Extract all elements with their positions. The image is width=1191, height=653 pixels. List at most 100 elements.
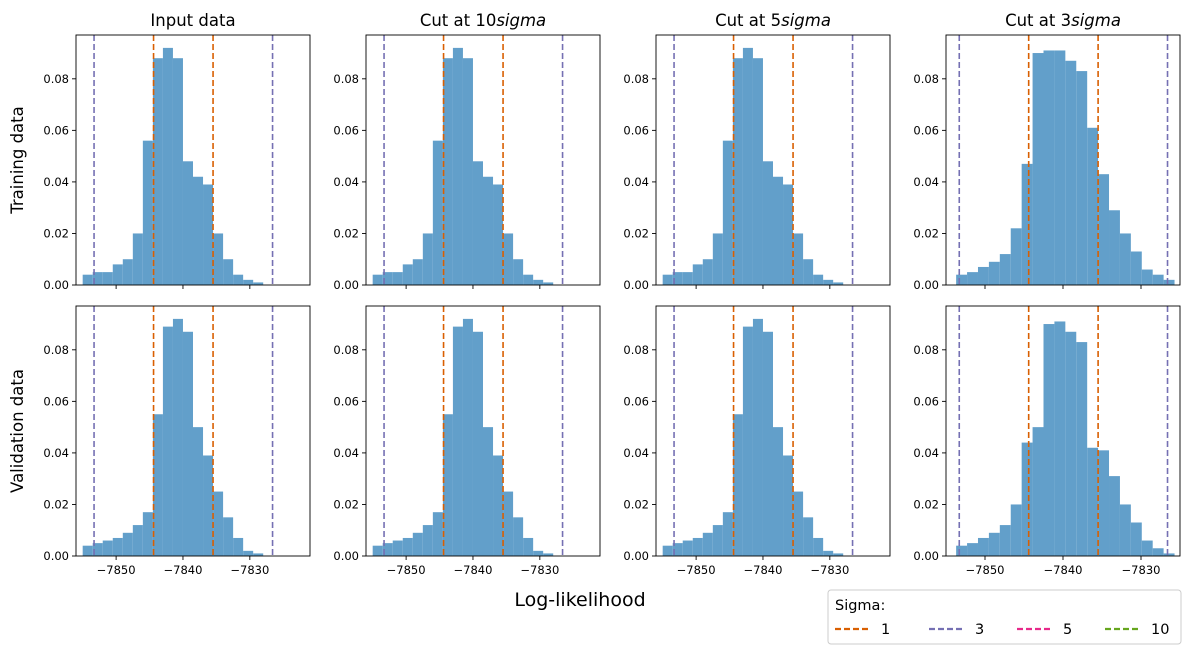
histogram-bar bbox=[956, 274, 968, 285]
histogram-bar bbox=[213, 233, 224, 285]
histogram-bar bbox=[1130, 522, 1142, 556]
histogram-bar bbox=[392, 272, 403, 285]
histogram-bar bbox=[1163, 553, 1175, 556]
histogram-bar bbox=[483, 176, 494, 285]
column-title-text: Cut at 5 bbox=[715, 11, 781, 30]
histogram-bar bbox=[372, 274, 383, 285]
histogram-bar bbox=[1087, 127, 1099, 285]
histogram-bar bbox=[722, 140, 733, 285]
column-title-4: Cut at 3sigma bbox=[1005, 11, 1121, 30]
plot-area bbox=[956, 35, 1175, 285]
plot-area bbox=[662, 306, 854, 556]
histogram-bar bbox=[132, 233, 143, 285]
histogram-bar bbox=[462, 318, 473, 556]
y-tick-label: 0.02 bbox=[43, 226, 69, 240]
legend-label-sigma-1: 1 bbox=[881, 622, 890, 638]
histogram-bar bbox=[533, 550, 544, 556]
legend-title: Sigma: bbox=[835, 598, 885, 614]
histogram-bar bbox=[92, 272, 103, 285]
plot-area bbox=[82, 306, 274, 556]
histogram-bar bbox=[967, 272, 978, 285]
histogram-bar bbox=[773, 427, 784, 556]
histogram-panel-2-1: 0.00 0.02 0.04 0.06 0.08 −7850 −7840 −7830 bbox=[43, 305, 311, 577]
histogram-bar bbox=[92, 543, 103, 556]
column-title-1: Input data bbox=[150, 11, 235, 30]
histogram-panel-1-4: 0.00 0.02 0.04 0.06 0.08 bbox=[913, 34, 1181, 292]
histogram-bar bbox=[762, 161, 773, 285]
x-tick-label: −7830 bbox=[520, 563, 559, 577]
y-tick-label: 0.02 bbox=[623, 226, 649, 240]
x-tick-label: −7850 bbox=[677, 563, 716, 577]
histogram-panel-1-1: 0.00 0.02 0.04 0.06 0.08 bbox=[43, 34, 311, 292]
histogram-bar bbox=[543, 553, 554, 556]
histogram-bar bbox=[823, 279, 834, 285]
histogram-bar bbox=[102, 272, 113, 285]
histogram-bar bbox=[1032, 53, 1044, 285]
histogram-bar bbox=[523, 537, 534, 556]
y-tick-label: 0.00 bbox=[913, 549, 939, 563]
histogram-bar bbox=[162, 326, 173, 556]
histogram-bar bbox=[956, 545, 968, 556]
y-tick-label: 0.08 bbox=[623, 72, 649, 86]
histogram-bar bbox=[203, 184, 214, 285]
plot-area bbox=[372, 35, 564, 285]
histogram-bar bbox=[402, 264, 413, 285]
x-tick-label: −7850 bbox=[387, 563, 426, 577]
histogram-bar bbox=[773, 176, 784, 285]
histogram-bar bbox=[783, 184, 794, 285]
histogram-bar bbox=[803, 517, 814, 556]
y-tick-label: 0.02 bbox=[623, 497, 649, 511]
y-tick-label: 0.02 bbox=[913, 497, 939, 511]
axes-frame bbox=[655, 305, 891, 557]
histogram-bar bbox=[1054, 321, 1066, 556]
histogram-bar bbox=[793, 233, 804, 285]
histogram-bar bbox=[233, 537, 244, 556]
histogram-bar bbox=[1087, 447, 1099, 556]
histogram-bar bbox=[1152, 274, 1164, 285]
histogram-bar bbox=[422, 233, 433, 285]
column-title-text: Cut at 10 bbox=[420, 11, 497, 30]
histogram-bar bbox=[82, 274, 93, 285]
histogram-bar bbox=[253, 553, 264, 556]
histogram-bar bbox=[662, 274, 673, 285]
histogram-bar bbox=[1021, 442, 1033, 556]
column-title-sigma: sigma bbox=[1071, 11, 1121, 30]
histogram-bar bbox=[1141, 540, 1153, 556]
y-tick-label: 0.02 bbox=[333, 226, 359, 240]
histogram-bar bbox=[692, 264, 703, 285]
legend-label-sigma-3: 3 bbox=[975, 622, 984, 638]
histogram-bar bbox=[523, 274, 534, 285]
x-axis-label: Log-likelihood bbox=[514, 589, 645, 611]
histogram-bar bbox=[752, 58, 763, 285]
y-tick-label: 0.08 bbox=[913, 72, 939, 86]
y-tick-label: 0.00 bbox=[623, 278, 649, 292]
histogram-bar bbox=[452, 47, 463, 285]
histogram-bar bbox=[213, 491, 224, 556]
histogram-bar bbox=[682, 540, 693, 556]
panels-group: 0.00 0.02 0.04 0.06 0.08 0.00 0.02 0.04 0.06 0.08… bbox=[43, 34, 1181, 577]
legend-entries: 1 3 5 10 bbox=[835, 622, 1169, 638]
histogram-bar bbox=[203, 455, 214, 556]
histogram-bar bbox=[1119, 233, 1131, 285]
histogram-bar bbox=[712, 525, 723, 556]
histogram-bar bbox=[422, 525, 433, 556]
y-tick-label: 0.00 bbox=[43, 549, 69, 563]
histogram-bar bbox=[999, 525, 1011, 556]
histogram-bar bbox=[977, 537, 989, 556]
axes-frame bbox=[75, 305, 311, 557]
histogram-bar bbox=[1065, 331, 1077, 556]
histogram-bar bbox=[382, 272, 393, 285]
histogram-bar bbox=[493, 184, 504, 285]
legend: Sigma: 1 3 5 10 bbox=[827, 589, 1182, 645]
histogram-bar bbox=[442, 58, 453, 285]
histogram-bar bbox=[503, 491, 514, 556]
histogram-bar bbox=[1010, 504, 1022, 556]
histogram-bar bbox=[1076, 71, 1088, 285]
histogram-bar bbox=[432, 512, 443, 556]
histogram-bar bbox=[193, 427, 204, 556]
histogram-bar bbox=[977, 266, 989, 285]
histogram-bar bbox=[1109, 210, 1120, 285]
histogram-bar bbox=[162, 47, 173, 285]
histogram-bar bbox=[172, 58, 183, 285]
y-tick-label: 0.06 bbox=[623, 123, 649, 137]
